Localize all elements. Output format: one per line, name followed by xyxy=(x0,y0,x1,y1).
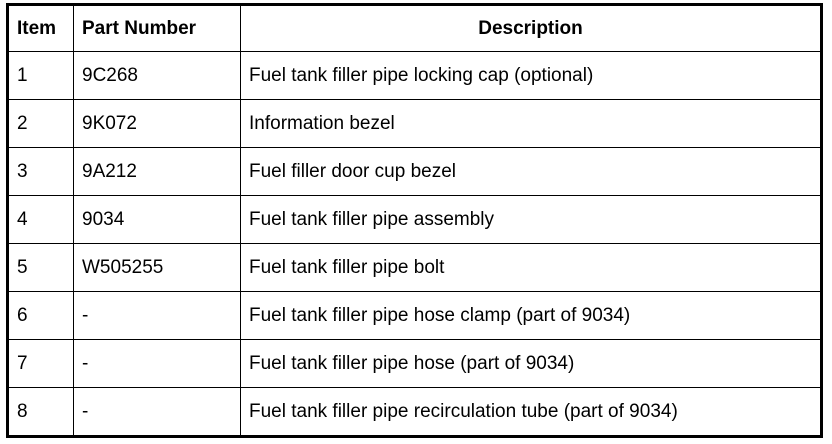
cell-item: 5 xyxy=(7,243,74,292)
cell-item: 7 xyxy=(7,339,74,388)
cell-item: 1 xyxy=(7,51,74,100)
cell-part-number: 9C268 xyxy=(73,51,241,100)
cell-item: 3 xyxy=(7,147,74,196)
cell-description: Information bezel xyxy=(240,99,822,148)
table-row: 3 9A212 Fuel filler door cup bezel xyxy=(7,147,822,196)
header-item: Item xyxy=(7,4,74,52)
table-row: 7- Fuel tank filler pipe hose (part of 90… xyxy=(7,339,822,388)
table-row: 8- Fuel tank filler pipe recirculation tu… xyxy=(7,387,822,437)
cell-description: Fuel tank filler pipe locking cap (optio… xyxy=(240,51,822,100)
cell-part-number: 9034 xyxy=(73,195,241,244)
cell-item: 4 xyxy=(7,195,74,244)
cell-description: Fuel tank filler pipe assembly xyxy=(240,195,822,244)
cell-part-number: - xyxy=(73,339,241,388)
cell-part-number: - xyxy=(73,291,241,340)
header-description: Description xyxy=(240,4,822,52)
cell-part-number: 9K072 xyxy=(73,99,241,148)
cell-part-number: 9A212 xyxy=(73,147,241,196)
table-row: 6- Fuel tank filler pipe hose clamp (part… xyxy=(7,291,822,340)
table-row: 2 9K072 Information bezel xyxy=(7,99,822,148)
parts-table: Item Part Number Description 1 9C268 Fuel … xyxy=(6,3,823,438)
table-row: 5 W505255 Fuel tank filler pipe bolt xyxy=(7,243,822,292)
cell-part-number: W505255 xyxy=(73,243,241,292)
cell-item: 2 xyxy=(7,99,74,148)
cell-description: Fuel tank filler pipe hose clamp (part o… xyxy=(240,291,822,340)
cell-description: Fuel filler door cup bezel xyxy=(240,147,822,196)
table-row: 1 9C268 Fuel tank filler pipe locking cap … xyxy=(7,51,822,100)
cell-description: Fuel tank filler pipe bolt xyxy=(240,243,822,292)
header-part-number: Part Number xyxy=(73,4,241,52)
cell-description: Fuel tank filler pipe recirculation tube… xyxy=(240,387,822,437)
cell-item: 6 xyxy=(7,291,74,340)
cell-part-number: - xyxy=(73,387,241,437)
header-row: Item Part Number Description xyxy=(7,4,822,52)
cell-item: 8 xyxy=(7,387,74,437)
cell-description: Fuel tank filler pipe hose (part of 9034… xyxy=(240,339,822,388)
table-row: 4 9034 Fuel tank filler pipe assembly xyxy=(7,195,822,244)
